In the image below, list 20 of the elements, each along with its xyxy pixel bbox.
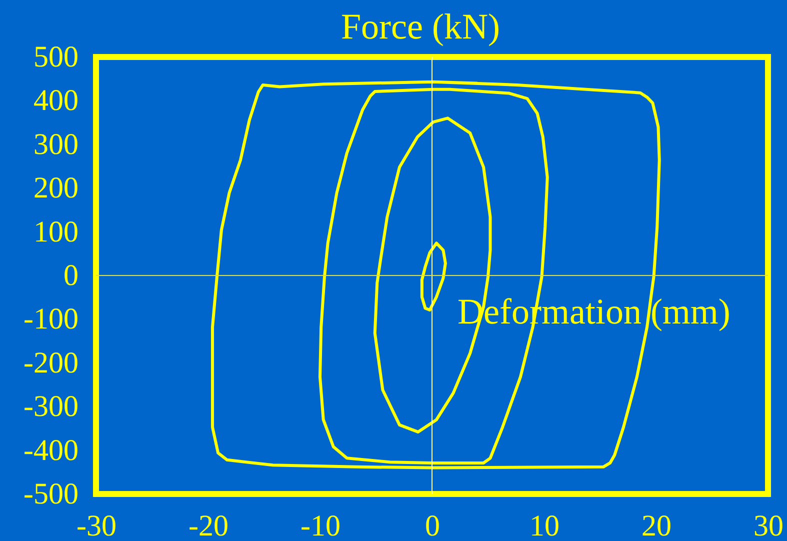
- y-tick-label: 300: [34, 128, 78, 161]
- y-tick-label: -200: [24, 346, 78, 380]
- y-tick-label: 500: [34, 40, 78, 74]
- x-tick-label: -10: [300, 510, 340, 541]
- y-tick-label: 200: [34, 172, 78, 205]
- y-tick-label: -500: [24, 478, 78, 510]
- y-tick-label: 400: [34, 84, 78, 118]
- x-tick-label: 0: [425, 510, 440, 541]
- x-tick-label: -20: [188, 510, 228, 541]
- y-tick-label: 100: [34, 215, 78, 248]
- y-tick-label: -400: [24, 434, 78, 467]
- y-axis-title: Force (kN): [341, 6, 500, 46]
- x-tick-label: 10: [530, 510, 560, 541]
- y-tick-label: -300: [24, 390, 78, 424]
- x-tick-label: 20: [642, 510, 672, 541]
- line-series: [420, 242, 447, 312]
- x-tick-label: 30: [754, 510, 784, 541]
- x-tick-label: -30: [76, 510, 116, 541]
- y-tick-label: 0: [64, 259, 78, 292]
- y-tick-label: -100: [24, 302, 78, 336]
